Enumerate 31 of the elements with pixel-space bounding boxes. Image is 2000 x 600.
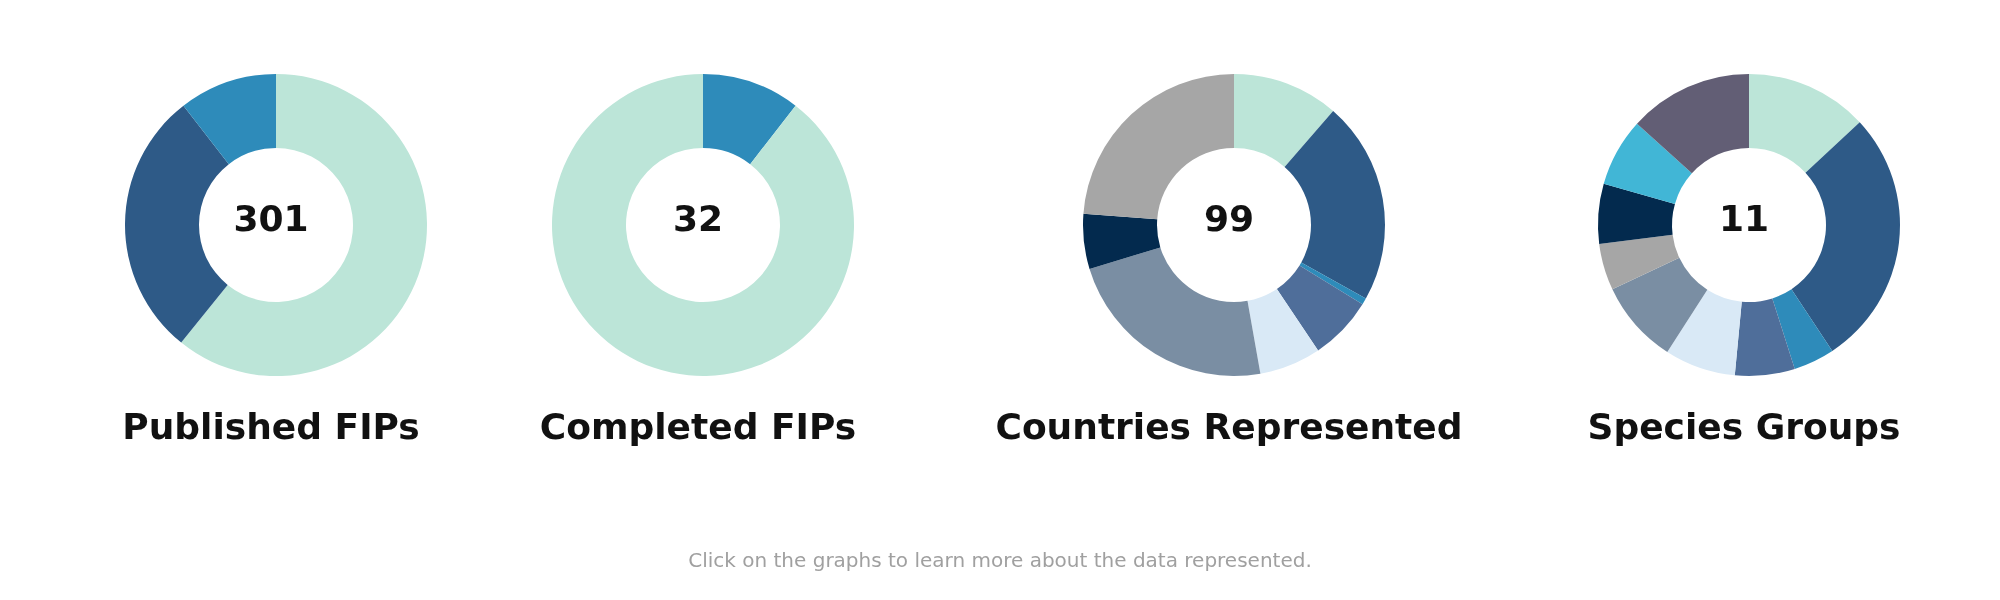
donut-slice <box>125 105 229 343</box>
text: Published FIPs <box>121 406 421 447</box>
donut-slice <box>1299 262 1366 305</box>
donut-slice <box>1284 111 1385 299</box>
donut-slice <box>552 74 854 376</box>
text: 11 <box>1717 198 1771 239</box>
donut-slice <box>1599 234 1680 290</box>
text: 301 <box>232 198 310 239</box>
donut-slice <box>1791 122 1900 351</box>
donut-slice <box>1637 74 1749 174</box>
donut-slice <box>1612 257 1708 352</box>
donut-slice <box>183 74 276 165</box>
text: Completed FIPs <box>538 406 858 447</box>
donut-slice <box>1083 213 1161 269</box>
text: Countries Represented <box>994 406 1464 447</box>
donut-slice <box>1734 298 1795 376</box>
donut-slice <box>181 74 427 376</box>
donut-slice <box>1772 289 1833 369</box>
text: 99 <box>1202 198 1256 239</box>
text: 32 <box>671 198 725 239</box>
donut-slice <box>1247 288 1319 374</box>
donut-slice <box>1089 247 1261 376</box>
donut-slice <box>703 74 796 165</box>
text: Species Groups <box>1586 406 1902 447</box>
donut-slice <box>1598 183 1675 244</box>
text: Click on the graphs to learn more about the data represented. <box>687 548 1313 572</box>
donut-slice <box>1667 289 1742 376</box>
donut-slice <box>1234 74 1334 167</box>
donut-slice <box>1749 74 1860 173</box>
donut-slice <box>1603 123 1692 204</box>
donut-slice <box>1276 265 1363 351</box>
